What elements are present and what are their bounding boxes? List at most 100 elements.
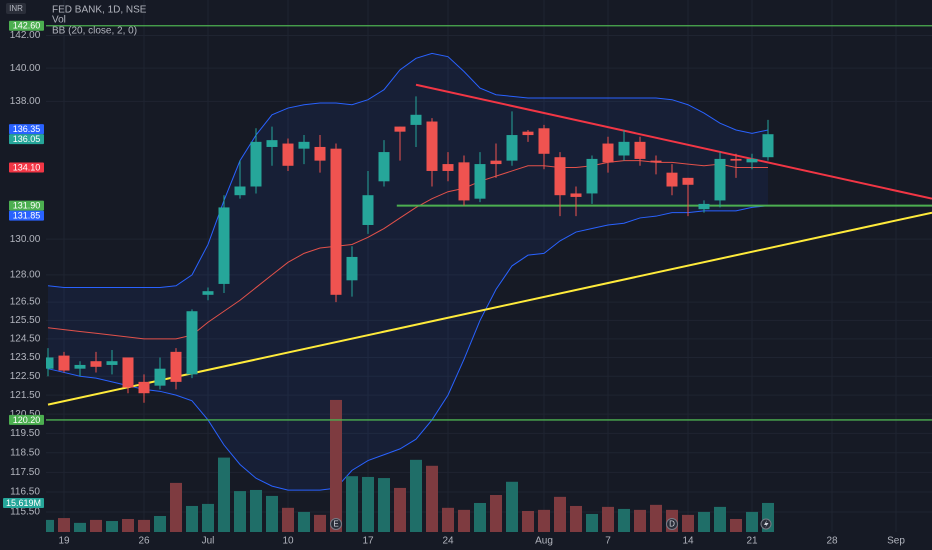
x-tick-label: 17 [362,536,374,547]
candle-body [346,256,358,281]
candle-body [234,186,246,196]
volume-bar [58,518,70,532]
price-label: 134.10 [13,162,41,172]
candle-body [426,121,438,171]
x-tick-label: 24 [442,536,454,547]
y-tick-label: 120.50 [10,409,41,420]
volume-bar [442,507,454,532]
y-tick-label: 125.50 [10,315,41,326]
x-tick-label: 14 [682,536,694,547]
volume-bar [618,508,630,532]
price-label-box [9,124,44,135]
candle-body [458,162,470,201]
volume-bar [266,495,278,532]
event-label: E [333,520,338,529]
volume-bar [394,487,406,532]
candle-body [74,364,86,369]
candle-body [298,141,310,149]
candle-body [362,195,374,225]
volume-bar [74,522,86,532]
candle-body [538,128,550,154]
volume-bar [602,506,614,532]
volume-bar [122,518,134,532]
volume-bar [586,513,598,532]
volume-bar [730,518,742,532]
volume-bar [138,519,150,532]
candle-body [634,141,646,159]
candle-body [522,131,534,136]
volume-bar [202,503,214,532]
event-icon [760,518,772,530]
volume-bar [490,494,502,532]
band-upper [47,52,769,289]
candle-body [602,143,614,163]
price-label-box [9,134,44,145]
price-label: 136.05 [13,134,41,144]
volume-bar [282,507,294,532]
y-tick-label: 121.50 [10,390,41,401]
candle-body [474,164,486,199]
band-lower [47,205,769,491]
candle-body [698,203,710,210]
volume-bar [426,465,438,532]
volume-bar [506,481,518,532]
candle-body [330,148,342,295]
volume-bar [218,457,230,532]
x-tick-label: 28 [826,536,838,547]
volume-bar [650,504,662,532]
candle-body [762,134,774,158]
volume-bar [154,516,166,532]
volume-bar [410,459,422,532]
candle-body [618,141,630,156]
volume-bar [458,509,470,532]
volume-bar [554,496,566,532]
candle-body [282,143,294,166]
volume-bar [362,476,374,532]
x-tick-label: 19 [58,536,70,547]
volume-bar [682,514,694,532]
candle-body [90,361,102,367]
y-tick-label: 119.50 [10,428,40,439]
event-label: D [669,520,675,529]
price-label: 120.20 [13,415,41,425]
currency-box [6,3,26,14]
candle-body [314,146,326,161]
x-tick-label: 10 [282,536,294,547]
candle-body [186,311,198,375]
candle-body [746,158,758,163]
bands-legend: BB (20, close, 2, 0) [52,26,137,37]
y-tick-label: 123.50 [10,352,41,363]
candle-body [122,357,134,388]
candle-body [46,357,54,369]
y-tick-label: 128.00 [10,270,41,281]
candle-body [714,158,726,201]
volume-bar [634,509,646,532]
y-tick-label: 118.50 [10,447,40,458]
volume-bar [106,521,118,532]
y-tick-label: 122.50 [10,371,41,382]
y-tick-label: 115.50 [10,507,40,518]
x-tick-label: Aug [535,536,553,547]
volume-bar [570,505,582,532]
x-tick-label: Jul [202,536,215,547]
volume-bar [298,511,310,532]
candle-body [154,368,166,386]
price-label-box [9,20,44,31]
price-label: 131.90 [13,201,41,211]
volume-bar [186,505,198,532]
volume-label: 15.619M [6,498,41,508]
band-basis [47,160,768,340]
volume-bar [314,514,326,532]
candle-body [730,158,742,161]
price-label-box [9,210,44,221]
trend-line [415,83,932,200]
y-tick-label: 117.50 [10,467,40,478]
volume-bar [714,506,726,532]
candle-body [378,152,390,182]
candle-body [682,177,694,185]
candle-body [506,135,518,161]
price-label-box [9,162,44,173]
candle-body [442,164,454,171]
x-tick-label: Sep [887,536,905,547]
y-tick-label: 130.00 [10,234,41,245]
